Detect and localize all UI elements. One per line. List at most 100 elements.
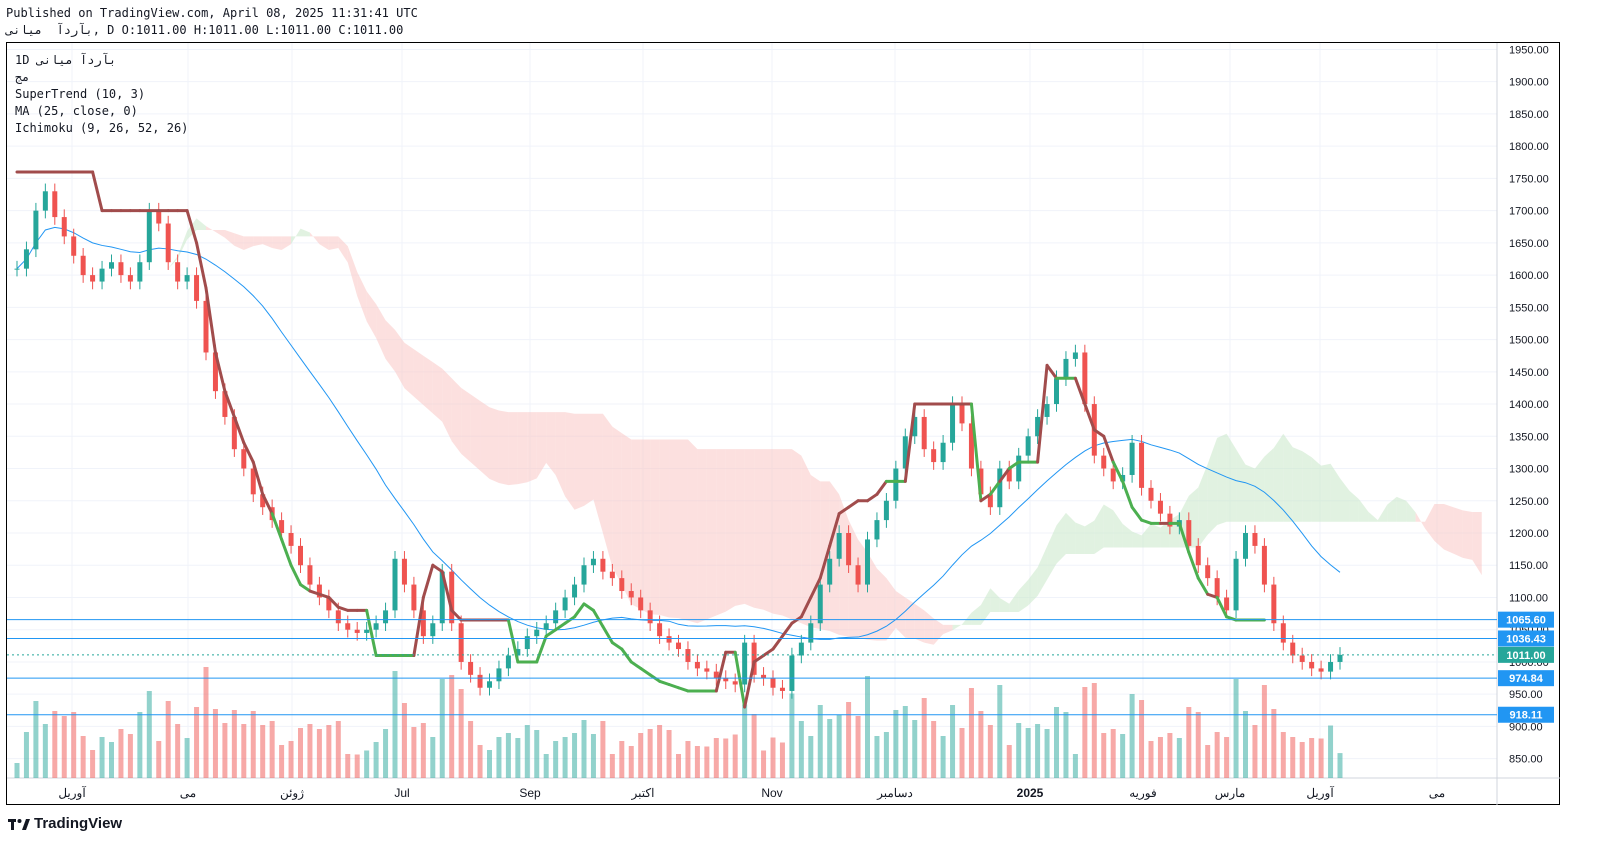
candle-body (222, 391, 228, 417)
supertrend-segment (204, 286, 217, 354)
ichimoku-cloud-segment (291, 228, 301, 245)
supertrend-segment (1140, 518, 1153, 525)
volume-bar (231, 710, 237, 778)
volume-bar (383, 729, 389, 778)
volume-bar (241, 724, 247, 778)
candle-body (52, 191, 58, 218)
candle-body (723, 678, 729, 682)
candle-body (71, 236, 77, 256)
volume-bar (865, 676, 870, 778)
ichimoku-cloud-segment (527, 412, 537, 483)
candle-body (742, 642, 748, 685)
volume-bar (950, 705, 956, 778)
candle-body (420, 610, 426, 637)
volume-bar (902, 706, 908, 778)
ichimoku-cloud-segment (442, 368, 452, 442)
supertrend-segment (866, 492, 879, 503)
ichimoku-cloud-segment (924, 610, 934, 645)
volume-bar (1337, 753, 1343, 778)
candle-body (184, 275, 190, 282)
volume-bar (1328, 725, 1334, 778)
ichimoku-cloud-segment (432, 362, 443, 422)
candle-body (1167, 513, 1173, 527)
candle-body (959, 404, 965, 424)
ichimoku-cloud-segment (1065, 512, 1076, 554)
ichimoku-cloud-segment (309, 232, 320, 245)
ichimoku-cloud-segment (1056, 512, 1066, 564)
candle-body (194, 275, 200, 301)
supertrend-segment (667, 683, 680, 690)
candle-body (250, 468, 256, 495)
candle-body (458, 623, 464, 662)
supertrend-segment (620, 647, 633, 664)
volume-bar (978, 711, 984, 778)
candle-body (1025, 436, 1031, 456)
ichimoku-cloud-segment (1368, 511, 1378, 522)
volume-bar (1110, 729, 1116, 778)
supertrend-segment (733, 650, 747, 709)
volume-bar (1186, 707, 1192, 778)
volume-bar (723, 738, 729, 778)
y-tick-label: 1250.00 (1509, 496, 1549, 508)
ichimoku-cloud-segment (489, 407, 499, 484)
ichimoku-cloud-segment (1207, 437, 1218, 535)
volume-bar (921, 698, 927, 778)
legend-ichimoku[interactable]: Ichimoku (9, 26, 52, 26) (15, 121, 189, 135)
supertrend-segment (299, 583, 312, 593)
volume-bar (1148, 741, 1154, 778)
volume-bar (912, 720, 918, 778)
ichimoku-cloud-segment (1009, 590, 1019, 612)
volume-bar (704, 746, 710, 778)
candle-body (713, 671, 719, 679)
legend-supertrend[interactable]: SuperTrend (10, 3) (15, 87, 146, 101)
volume-bar (855, 716, 861, 778)
supertrend-segment (336, 605, 350, 612)
volume-bar (345, 754, 351, 778)
tradingview-logo-icon (8, 818, 30, 830)
y-tick-label: 1150.00 (1509, 560, 1548, 572)
x-tick-label: دسامبر (876, 786, 913, 800)
volume-bar (146, 691, 152, 778)
supertrend-segment (1187, 550, 1200, 580)
candle-body (241, 449, 247, 469)
volume-bar (581, 720, 587, 778)
volume-bar (1205, 745, 1211, 778)
volume-bar (685, 741, 691, 778)
candle-body (827, 558, 833, 585)
candle-body (439, 571, 445, 624)
ichimoku-cloud-segment (914, 603, 925, 643)
candle-body (165, 223, 171, 263)
y-tick-label: 1500.00 (1509, 335, 1549, 347)
ichimoku-cloud-segment (461, 387, 471, 463)
candle-body (80, 255, 86, 276)
ichimoku-cloud-segment (1443, 503, 1454, 554)
tradingview-logo[interactable]: TradingView (8, 815, 122, 832)
volume-bar (1280, 732, 1286, 778)
chart-frame[interactable] (6, 42, 1560, 805)
ichimoku-cloud-segment (234, 233, 244, 250)
y-tick-label: 1800.00 (1509, 141, 1549, 153)
volume-bar (515, 738, 521, 778)
ichimoku-cloud-segment (1264, 447, 1274, 522)
ichimoku-cloud-segment (1226, 433, 1237, 522)
supertrend-segment (1102, 434, 1115, 464)
y-tick-label: 1300.00 (1509, 464, 1549, 476)
ichimoku-cloud-segment (1340, 478, 1350, 522)
candle-body (1148, 487, 1154, 501)
legend-ma[interactable]: MA (25, close, 0) (15, 104, 138, 118)
ichimoku-cloud-segment (470, 394, 481, 471)
supertrend-segment (1007, 460, 1021, 471)
volume-bar (487, 750, 492, 778)
ichimoku-cloud-segment (763, 449, 773, 614)
candle-body (562, 597, 568, 611)
supertrend-segment (317, 592, 331, 599)
supertrend-segment (1121, 479, 1134, 509)
ichimoku-cloud-segment (650, 439, 660, 615)
volume-bar (1082, 687, 1088, 778)
price-level-tag (1498, 646, 1554, 663)
volume-bar (1318, 738, 1324, 778)
volume-bar (694, 746, 700, 778)
candle-body (997, 468, 1003, 508)
y-tick-label: 850.00 (1509, 754, 1543, 766)
